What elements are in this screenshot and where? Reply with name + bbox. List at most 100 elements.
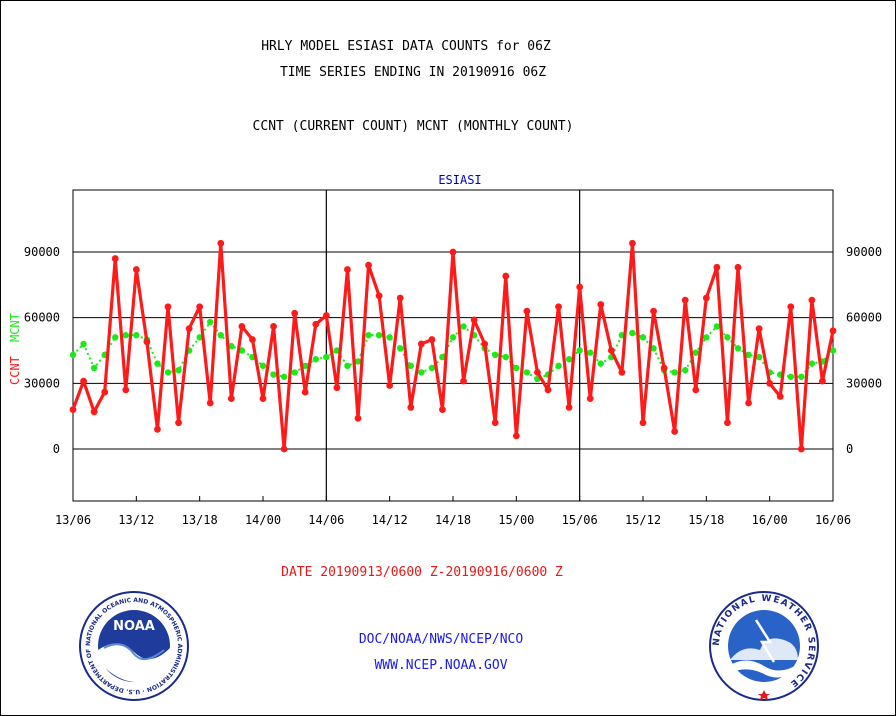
ccnt-point: [322, 312, 330, 319]
mcnt-point: [629, 329, 636, 337]
ccnt-point: [534, 368, 541, 376]
mcnt-point: [375, 331, 383, 339]
ccnt-point: [196, 303, 204, 311]
x-tick-label: 14/18: [435, 513, 471, 527]
x-tick-label: 13/12: [118, 513, 154, 527]
ccnt-point: [639, 419, 647, 427]
y-tick-label-right: 90000: [846, 245, 882, 259]
ccnt-point: [829, 327, 837, 335]
mcnt-point: [302, 362, 309, 370]
ccnt-series-line: [71, 241, 835, 451]
ccnt-point: [671, 428, 679, 435]
ccnt-point: [702, 294, 710, 302]
ccnt-point: [650, 307, 657, 315]
ccnt-point: [227, 395, 235, 403]
ccnt-point: [586, 395, 594, 403]
mcnt-point: [555, 362, 562, 370]
mcnt-point: [745, 351, 752, 359]
ccnt-point: [354, 414, 362, 422]
mcnt-point: [755, 353, 763, 361]
ccnt-point: [143, 338, 151, 346]
ccnt-point: [344, 266, 351, 273]
mcnt-point: [565, 356, 573, 363]
ccnt-point: [238, 323, 246, 330]
ccnt-point: [797, 445, 805, 453]
ccnt-point: [80, 377, 87, 385]
mcnt-point: [133, 331, 140, 339]
y-tick-label-left: 30000: [24, 376, 60, 390]
mcnt-point: [439, 353, 446, 361]
y-tick-label-right: 60000: [846, 311, 882, 325]
y-tick-label-left: 0: [53, 442, 60, 456]
mcnt-point: [492, 351, 499, 359]
x-tick-label: 15/00: [498, 513, 534, 527]
mcnt-point: [418, 369, 425, 376]
mcnt-point: [798, 373, 805, 380]
x-tick-label: 15/18: [688, 513, 724, 527]
ccnt-point: [819, 377, 826, 385]
mcnt-point: [344, 362, 351, 370]
ccnt-point: [544, 386, 552, 394]
ccnt-point: [259, 395, 267, 403]
mcnt-point: [713, 323, 721, 330]
mcnt-point: [734, 345, 742, 352]
org-label: DOC/NOAA/NWS/NCEP/NCO: [358, 632, 524, 647]
date-range-label: DATE 20190913/0600 Z-20190916/0600 Z: [281, 565, 563, 580]
website-label: WWW.NCEP.NOAA.GOV: [374, 658, 508, 673]
ccnt-point: [365, 261, 372, 269]
mcnt-point: [122, 331, 129, 339]
ccnt-point: [481, 340, 489, 348]
ccnt-point: [439, 406, 446, 413]
mcnt-point: [808, 360, 816, 367]
ccnt-point: [681, 296, 689, 304]
chart-subtitle: CCNT (CURRENT COUNT) MCNT (MONTHLY COUNT…: [252, 119, 574, 134]
mcnt-point: [650, 345, 657, 352]
ccnt-point: [629, 239, 636, 247]
x-tick-label: 14/06: [308, 513, 344, 527]
mcnt-point: [80, 340, 87, 348]
ccnt-point: [734, 263, 742, 271]
ccnt-point: [312, 320, 320, 328]
y-tick-label-left: 60000: [24, 311, 60, 325]
ccnt-point: [745, 399, 752, 407]
ccnt-point: [90, 408, 98, 416]
ccnt-point: [470, 316, 478, 324]
ccnt-point: [576, 283, 584, 291]
ccnt-point: [460, 377, 467, 385]
ccnt-point: [565, 404, 573, 411]
ccnt-point: [111, 255, 119, 262]
mcnt-point: [69, 351, 77, 359]
mcnt-point: [354, 358, 362, 365]
ccnt-point: [217, 239, 225, 247]
ccnt-point: [555, 303, 562, 311]
ccnt-point: [175, 419, 182, 427]
y-axis-label-mcnt: MCNT: [8, 313, 22, 342]
ccnt-point: [270, 323, 277, 330]
x-tick-label: 16/00: [752, 513, 788, 527]
ccnt-point: [776, 393, 784, 400]
mcnt-point: [154, 360, 161, 367]
ccnt-point: [69, 406, 77, 413]
chart-title-line1: HRLY MODEL ESIASI DATA COUNTS for 06Z: [261, 39, 551, 54]
ccnt-point: [597, 301, 605, 308]
ccnt-point: [724, 419, 731, 427]
ccnt-point: [787, 303, 795, 311]
ccnt-point: [428, 336, 436, 343]
ccnt-point: [101, 388, 109, 396]
ccnt-point: [502, 272, 510, 280]
mcnt-point: [703, 334, 710, 341]
mcnt-point: [291, 369, 298, 376]
chart-title-line2: TIME SERIES ENDING IN 20190916 06Z: [279, 65, 547, 80]
ccnt-point: [491, 419, 499, 427]
ccnt-point: [164, 303, 172, 311]
ccnt-point: [660, 364, 668, 372]
mcnt-point: [576, 347, 583, 354]
ccnt-point: [512, 432, 520, 440]
ccnt-point: [301, 388, 309, 396]
mcnt-point: [397, 345, 404, 352]
ccnt-point: [154, 425, 161, 433]
mcnt-point: [597, 360, 604, 367]
mcnt-point: [270, 371, 277, 378]
ccnt-point: [407, 404, 415, 411]
mcnt-point: [259, 362, 267, 370]
